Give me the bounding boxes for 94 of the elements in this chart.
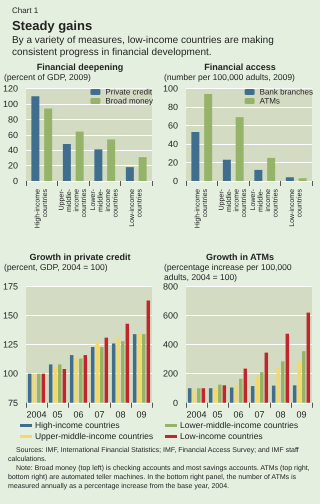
bar xyxy=(31,96,40,181)
x-tick-label: 2004 xyxy=(186,410,207,420)
x-tick-label: 06 xyxy=(74,410,84,420)
bar xyxy=(222,160,231,181)
chart-title: Financial access xyxy=(203,62,277,72)
legend-label: Lower-middle-income countries xyxy=(179,420,300,431)
text: Steady gains xyxy=(12,18,94,33)
x-tick-label: 05 xyxy=(212,410,223,420)
x-tick-label: 09 xyxy=(296,410,307,420)
y-axis-title: (percent of GDP, 2009) xyxy=(4,72,92,84)
bar xyxy=(281,361,285,403)
bar xyxy=(197,388,201,403)
bar xyxy=(239,378,243,403)
legend-label: Low-income countries xyxy=(179,431,264,442)
bar xyxy=(286,177,294,181)
legend-label: ATMs xyxy=(260,96,280,106)
bar xyxy=(230,387,234,403)
bar xyxy=(188,388,192,403)
bar xyxy=(204,94,212,181)
y-tick-label: 40 xyxy=(168,139,178,149)
y-tick-label: 150 xyxy=(2,310,18,321)
text: By a variety of measures, low-income countries are making consistent progress in financial development. xyxy=(12,35,275,59)
bar xyxy=(292,385,296,403)
bar xyxy=(255,376,259,403)
x-tick-label: 05 xyxy=(52,410,63,420)
bar xyxy=(208,388,212,403)
y-tick-label: 800 xyxy=(162,282,178,292)
y-tick-label: 600 xyxy=(162,310,178,321)
bar xyxy=(218,384,222,403)
y-tick-label: 175 xyxy=(2,282,18,292)
bar xyxy=(202,388,206,403)
bar xyxy=(272,386,276,403)
bar xyxy=(260,372,264,403)
x-tick-label: 07 xyxy=(254,410,265,420)
chart-title: Growth in ATMs xyxy=(205,252,275,262)
x-tick-label: 08 xyxy=(275,410,286,420)
bar xyxy=(244,368,248,403)
y-tick-label: 100 xyxy=(162,84,178,94)
bar xyxy=(192,388,196,403)
y-axis-title: (number per 100,000 adults, 2009) xyxy=(164,72,296,84)
bar xyxy=(267,158,276,181)
x-tick-label: 2004 xyxy=(26,410,47,420)
legend-label: Bank branches xyxy=(260,88,314,96)
bar xyxy=(234,384,238,403)
legend-label: Upper-middle-income countries xyxy=(34,431,154,442)
chart-title: Financial deepening xyxy=(36,62,124,72)
bar xyxy=(94,149,102,181)
bar xyxy=(298,178,307,181)
y-tick-label: 20 xyxy=(168,158,178,168)
y-tick-label: 200 xyxy=(162,368,178,379)
bar xyxy=(107,139,116,181)
x-tick-label: 07 xyxy=(94,410,105,420)
legend-label: Private credit xyxy=(105,88,153,96)
bar xyxy=(213,388,217,403)
y-tick-label: 125 xyxy=(2,340,18,350)
bar xyxy=(306,312,310,403)
y-tick-label: 80 xyxy=(168,102,178,112)
bar xyxy=(297,361,301,403)
y-tick-label: 40 xyxy=(8,145,18,156)
bar xyxy=(302,351,306,403)
y-tick-label: 0 xyxy=(13,176,18,186)
caption: Chart 1 xyxy=(12,6,40,15)
bar xyxy=(138,157,147,181)
y-tick-label: 0 xyxy=(173,398,178,408)
bar xyxy=(254,170,262,181)
bar xyxy=(286,334,290,403)
bar xyxy=(222,385,226,403)
y-tick-label: 100 xyxy=(2,368,18,379)
y-tick-label: 75 xyxy=(8,398,18,408)
y-axis-title: (percentage increase per 100,000 adults, 2004 = 100) xyxy=(164,262,293,282)
legend-label: Broad money xyxy=(105,96,154,106)
x-tick-label: 08 xyxy=(115,410,126,420)
x-tick-label: 09 xyxy=(136,410,147,420)
bar xyxy=(76,132,84,181)
bar xyxy=(236,117,244,181)
y-tick-label: 20 xyxy=(8,160,18,171)
bar xyxy=(44,108,52,181)
y-tick-label: 400 xyxy=(162,340,178,350)
x-tick-label: 06 xyxy=(234,410,244,420)
y-tick-label: 60 xyxy=(8,130,18,140)
y-tick-label: 0 xyxy=(173,176,178,186)
y-tick-label: 100 xyxy=(2,98,18,109)
y-tick-label: 120 xyxy=(2,84,18,94)
bar xyxy=(126,167,134,181)
y-tick-label: 60 xyxy=(168,120,178,130)
y-tick-label: 80 xyxy=(8,114,18,124)
bar xyxy=(191,132,200,181)
bar xyxy=(276,368,280,403)
bar xyxy=(62,144,71,181)
bar xyxy=(264,352,268,403)
bar xyxy=(250,386,254,403)
chart-title: Growth in private credit xyxy=(28,252,132,262)
y-axis-title: (percent, GDP, 2004 = 100) xyxy=(4,262,109,274)
legend-label: High-income countries xyxy=(34,420,121,431)
